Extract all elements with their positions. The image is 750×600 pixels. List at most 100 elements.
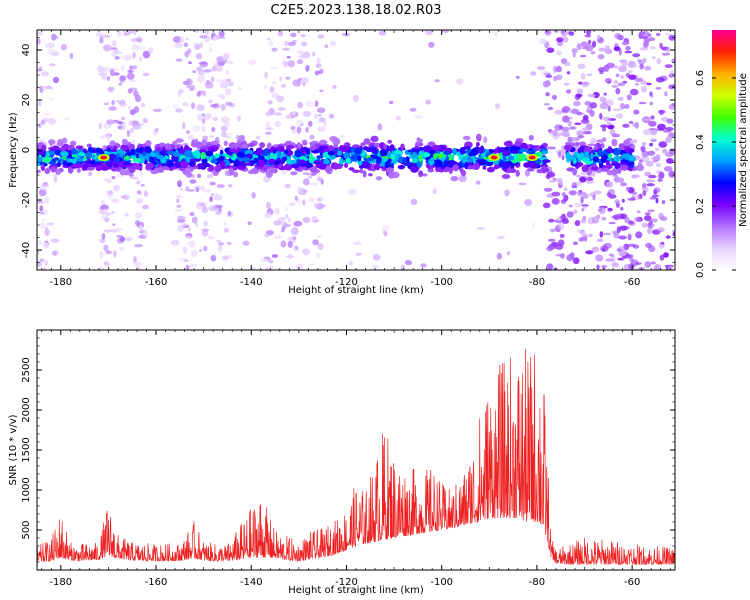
- heatmap-cell: [639, 159, 643, 162]
- heatmap-cell: [208, 205, 218, 212]
- heatmap-cell: [142, 117, 148, 124]
- heatmap-cell: [208, 99, 213, 104]
- heatmap-cell: [592, 217, 599, 222]
- heatmap-cell: [201, 125, 206, 133]
- heatmap-cell: [628, 160, 634, 166]
- heatmap-cell: [607, 207, 613, 212]
- heatmap-cell: [613, 79, 619, 84]
- heatmap-cell: [576, 93, 583, 98]
- heatmap-cell: [111, 211, 115, 214]
- heatmap-cell: [659, 42, 663, 49]
- heatmap-cell: [612, 147, 621, 156]
- heatmap-cell: [317, 114, 322, 117]
- heatmap-cell: [294, 245, 299, 250]
- heatmap-cell: [606, 192, 611, 197]
- x-tick-label: -60: [624, 277, 640, 288]
- heatmap-cell: [70, 148, 78, 155]
- heatmap-cell: [446, 160, 455, 168]
- heatmap-cell: [604, 45, 611, 53]
- heatmap-cell: [319, 203, 324, 209]
- heatmap-cell: [136, 221, 145, 229]
- heatmap-cell: [404, 259, 412, 266]
- heatmap-cell: [601, 216, 607, 221]
- heatmap-cell: [37, 240, 42, 245]
- heatmap-cell: [587, 73, 593, 76]
- heatmap-cell: [221, 79, 231, 85]
- heatmap-cell: [186, 130, 190, 135]
- heatmap-cell: [227, 242, 232, 245]
- heatmap-cell: [629, 88, 639, 96]
- heatmap-cell: [587, 94, 596, 98]
- heatmap-cell: [48, 151, 55, 155]
- heatmap-cell: [599, 231, 604, 238]
- heatmap-cell: [606, 170, 614, 176]
- heatmap-cell: [402, 157, 407, 164]
- heatmap-cell: [297, 50, 304, 55]
- heatmap-cell: [612, 161, 618, 165]
- heatmap-cell: [106, 135, 111, 142]
- colorbar-tick-label: 0.2: [695, 198, 706, 214]
- heatmap-cell: [176, 219, 186, 223]
- heatmap-cell: [62, 160, 68, 167]
- heatmap-cell: [667, 265, 673, 270]
- heatmap-cell: [302, 248, 310, 256]
- heatmap-cell: [214, 165, 222, 172]
- heatmap-cell: [542, 80, 550, 88]
- heatmap-cell: [309, 145, 317, 151]
- heatmap-cell: [277, 107, 286, 111]
- heatmap-cell: [494, 31, 498, 37]
- heatmap-cell: [210, 76, 215, 83]
- heatmap-cell: [621, 60, 628, 67]
- heatmap-cell: [618, 235, 627, 240]
- heatmap-cell: [235, 134, 240, 140]
- heatmap-cell: [603, 92, 607, 96]
- heatmap-cell: [632, 53, 641, 58]
- heatmap-cell: [560, 199, 567, 204]
- heatmap-cell: [40, 163, 46, 171]
- heatmap-cell: [661, 52, 671, 56]
- heatmap-cell: [372, 147, 377, 154]
- heatmap-cell: [305, 100, 314, 108]
- heatmap-cell: [582, 127, 588, 131]
- heatmap-cell: [317, 107, 326, 113]
- heatmap-cell: [188, 61, 192, 65]
- heatmap-cell: [614, 33, 622, 39]
- heatmap-cell: [428, 41, 435, 48]
- heatmap-cell: [264, 233, 270, 238]
- heatmap-cell: [596, 255, 603, 261]
- heatmap-cell: [665, 136, 672, 144]
- y-tick-label: 1500: [21, 437, 32, 462]
- heatmap-cell: [251, 192, 256, 199]
- heatmap-cell: [594, 144, 599, 151]
- snr-xlabel: Height of straight line (km): [288, 585, 424, 596]
- heatmap-cell: [545, 174, 551, 180]
- heatmap-cell: [184, 50, 190, 58]
- x-tick-label: -80: [529, 577, 545, 588]
- heatmap-cell: [641, 31, 646, 35]
- heatmap-cell: [621, 256, 628, 259]
- heatmap-cell: [662, 148, 668, 154]
- heatmap-cell: [86, 166, 95, 171]
- heatmap-cell: [584, 151, 590, 157]
- heatmap-cell: [114, 56, 120, 60]
- heatmap-cell: [577, 147, 585, 154]
- heatmap-cell: [139, 172, 144, 178]
- heatmap-cell: [647, 33, 652, 37]
- heatmap-cell: [296, 142, 302, 149]
- heatmap-cell: [267, 210, 274, 214]
- heatmap-cell: [224, 88, 232, 96]
- heatmap-cell: [305, 126, 309, 133]
- heatmap-cell: [550, 241, 559, 247]
- heatmap-cell: [350, 155, 356, 161]
- heatmap-cell: [502, 150, 511, 157]
- heatmap-cell: [53, 174, 58, 177]
- heatmap-cell: [40, 184, 50, 187]
- heatmap-cell: [620, 164, 629, 171]
- heatmap-cell: [322, 158, 330, 165]
- heatmap-cell: [588, 40, 592, 45]
- heatmap-cell: [506, 251, 510, 256]
- heatmap-cell: [188, 240, 197, 248]
- heatmap-cell: [634, 121, 640, 129]
- heatmap-cell: [654, 264, 661, 270]
- heatmap-cell: [563, 61, 571, 67]
